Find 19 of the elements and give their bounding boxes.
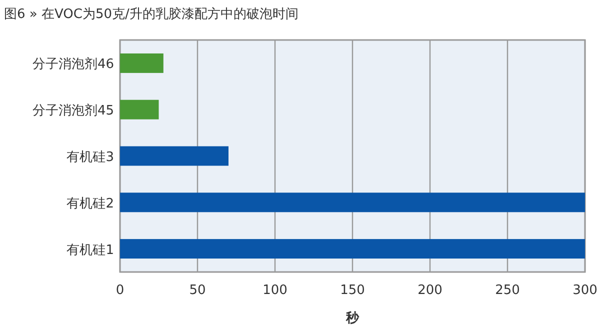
x-tick-label: 0 bbox=[116, 283, 124, 298]
bar bbox=[120, 100, 159, 120]
chart-title: 图6 » 在VOC为50克/升的乳胶漆配方中的破泡时间 bbox=[4, 6, 298, 22]
y-tick-label: 分子消泡剂45 bbox=[32, 102, 114, 119]
x-tick-label: 150 bbox=[340, 283, 365, 298]
x-tick-label: 300 bbox=[572, 283, 598, 298]
x-tick-label: 100 bbox=[262, 283, 288, 298]
x-tick-label: 50 bbox=[189, 283, 206, 298]
bar bbox=[120, 239, 585, 259]
x-tick-label: 250 bbox=[495, 283, 520, 298]
y-tick-label: 有机硅1 bbox=[66, 242, 114, 258]
y-tick-label: 有机硅3 bbox=[66, 150, 114, 165]
bar bbox=[120, 192, 585, 212]
y-tick-label: 分子消泡剂46 bbox=[32, 56, 114, 72]
x-tick-label: 200 bbox=[418, 283, 442, 298]
y-tick-label: 有机硅2 bbox=[66, 196, 114, 212]
x-axis-title: 秒 bbox=[345, 311, 360, 326]
bar bbox=[120, 53, 164, 73]
bar bbox=[120, 146, 228, 166]
